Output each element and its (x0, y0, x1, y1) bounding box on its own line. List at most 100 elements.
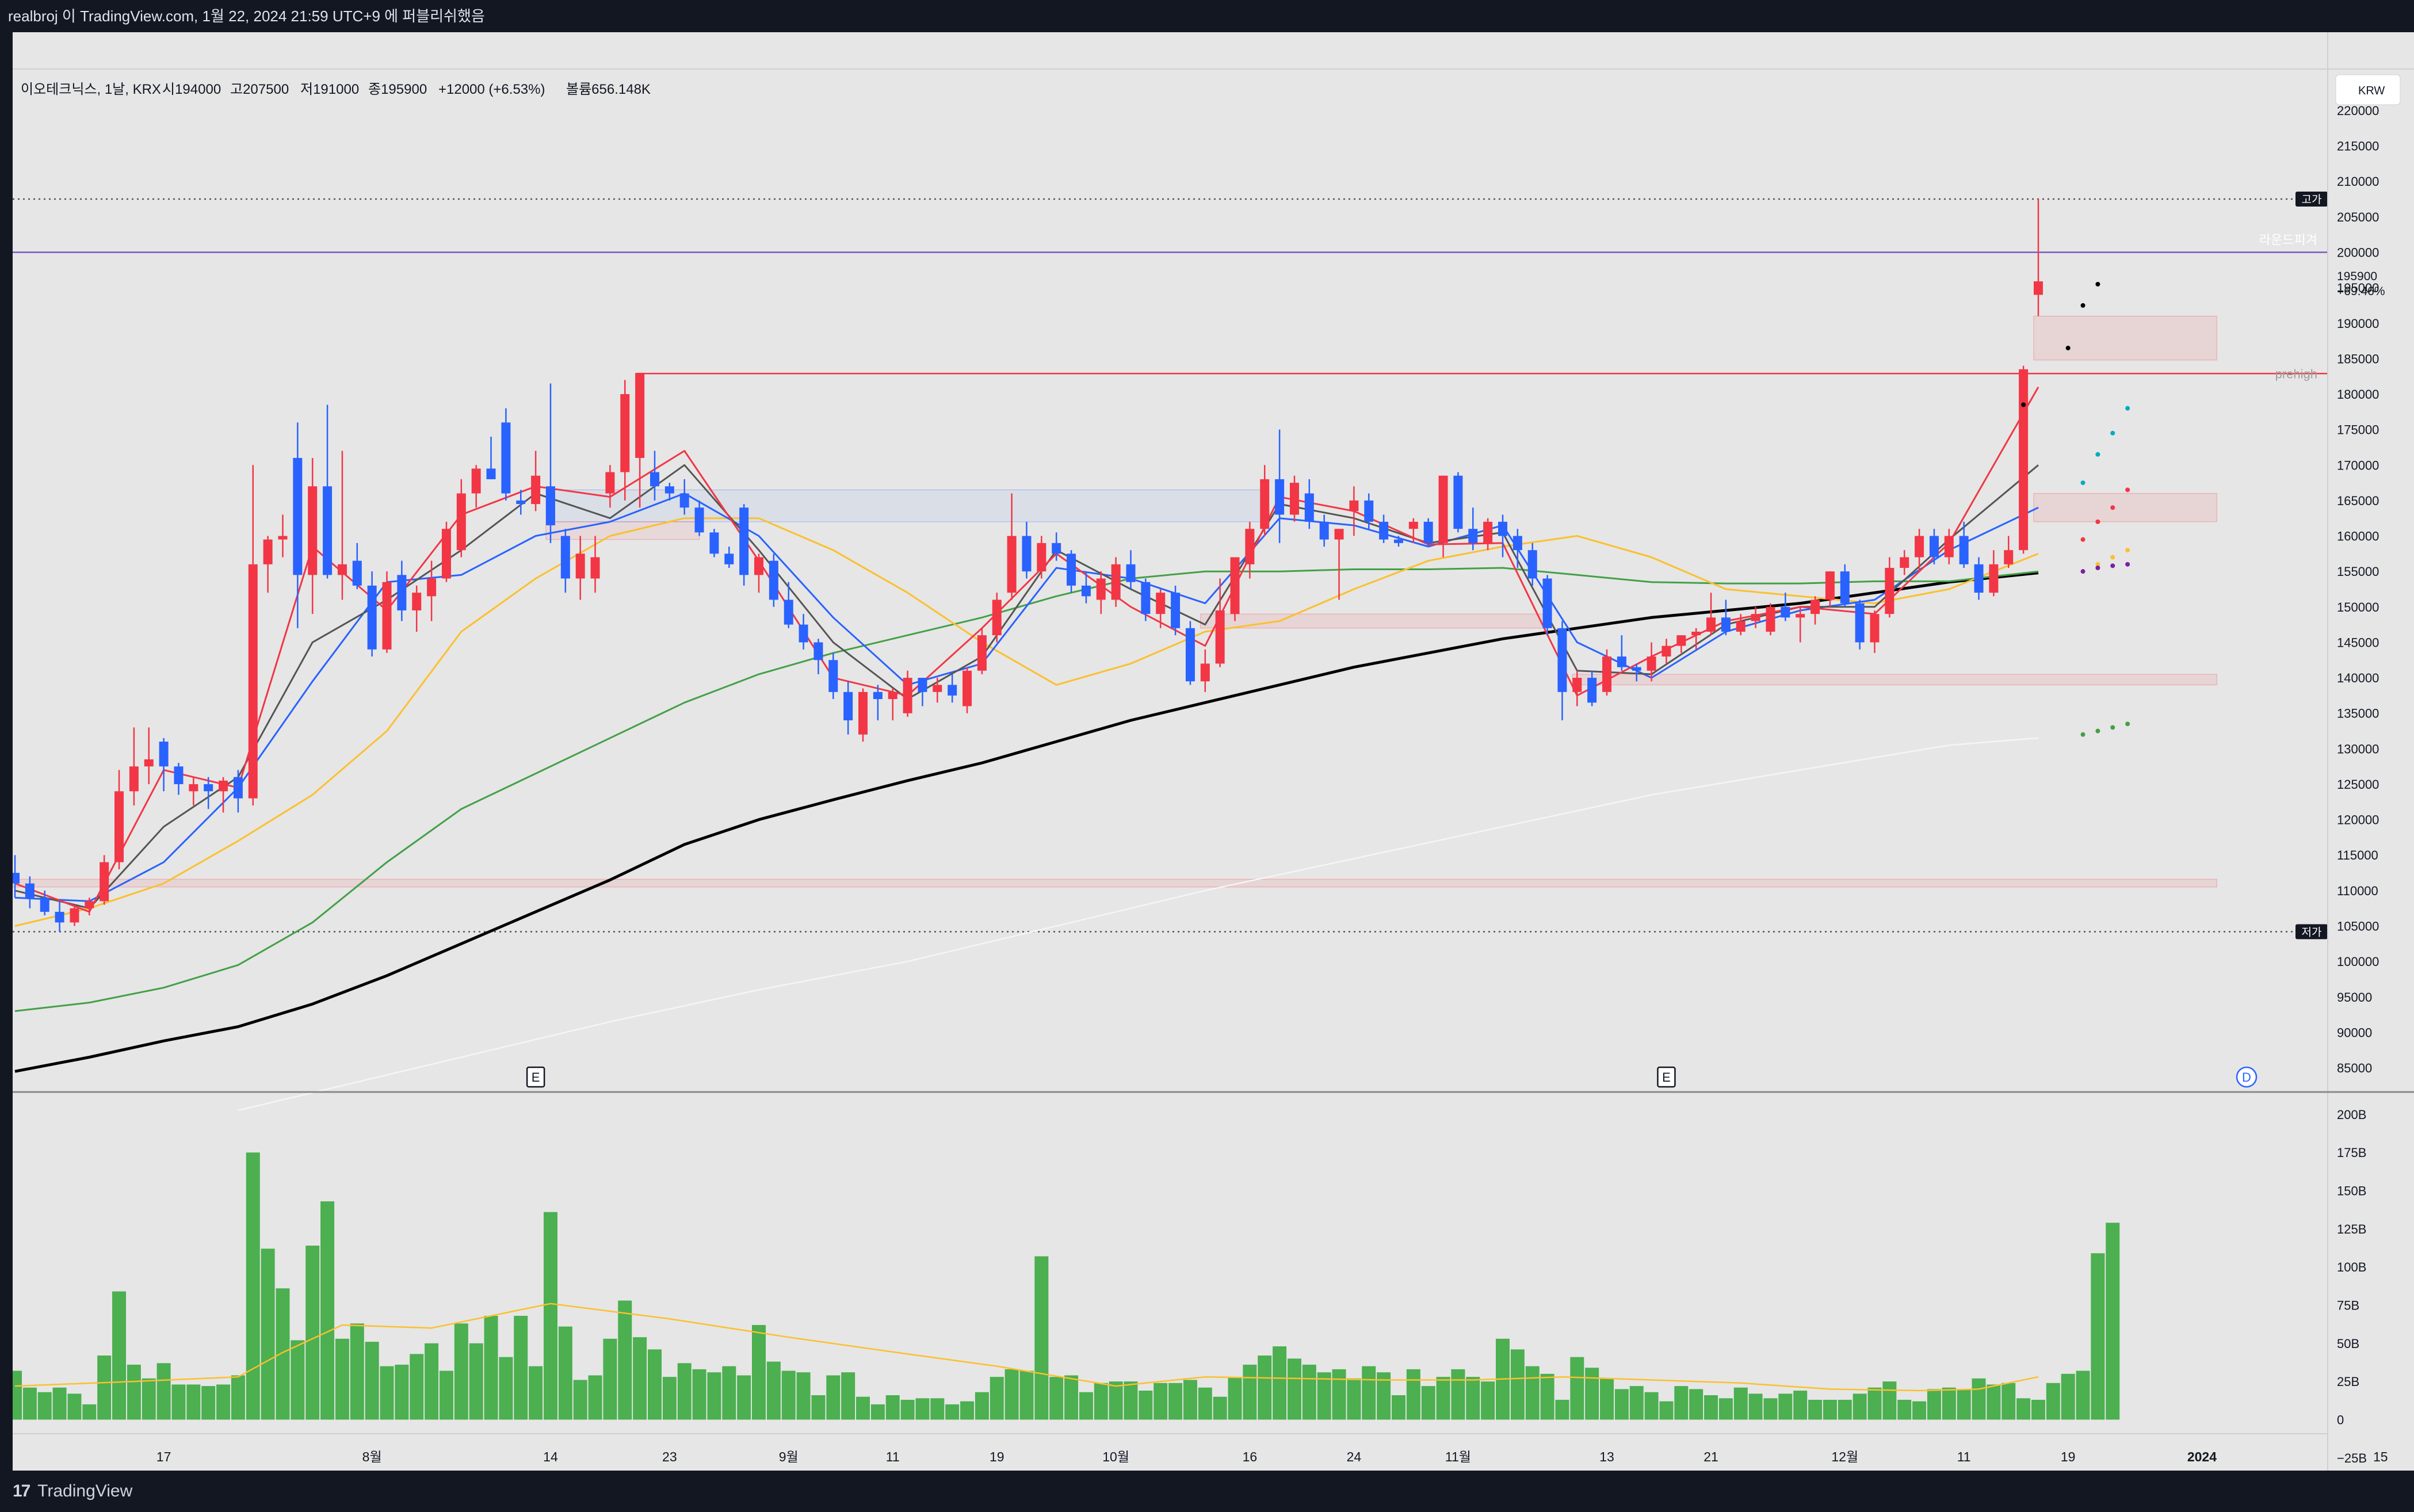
projection-dot (2110, 430, 2115, 436)
time-tick-label: 16 (1243, 1449, 1258, 1464)
projection-dot (2110, 505, 2115, 510)
candle-body (1661, 646, 1671, 657)
legend-close: 종195900 (368, 82, 427, 97)
volume-bar (1718, 1398, 1733, 1420)
volume-bar (1778, 1393, 1793, 1420)
volume-bar (2046, 1383, 2060, 1420)
volume-bar (499, 1357, 513, 1420)
volume-bar (796, 1372, 811, 1420)
volume-bar (1481, 1381, 1495, 1420)
currency-button-bg[interactable] (2335, 74, 2401, 105)
candle-body (799, 624, 808, 643)
volume-bar (1867, 1387, 1882, 1420)
candle-body (1393, 539, 1403, 543)
volume-bar (811, 1395, 826, 1420)
volume-bar (1347, 1378, 1361, 1420)
volume-bar (469, 1343, 483, 1420)
candle-body (1915, 536, 1924, 558)
time-tick-label: 12월 (1831, 1449, 1858, 1464)
price-tick-label: 155000 (2337, 564, 2379, 579)
volume-bar (1733, 1387, 1748, 1420)
volume-bar (529, 1366, 543, 1420)
candle-body (1855, 603, 1865, 643)
volume-bar (1183, 1380, 1197, 1420)
candle-body (948, 685, 957, 696)
price-tick-label: 145000 (2337, 635, 2379, 650)
earnings-marker (526, 1066, 545, 1088)
candlesticks (10, 199, 2043, 932)
candle-body (933, 685, 942, 692)
price-tick-label: 100000 (2337, 954, 2379, 969)
volume-bar (1004, 1369, 1019, 1420)
volume-bar (1838, 1399, 1852, 1420)
candle-body (843, 692, 853, 721)
ma-line (14, 517, 2039, 927)
volume-bar (127, 1364, 141, 1420)
price-scale-bg (2328, 32, 2414, 1471)
candle-body (903, 678, 912, 713)
candle-body (1632, 667, 1641, 671)
price-tick-label: 95000 (2337, 990, 2372, 1005)
volume-bar (1139, 1391, 1153, 1420)
projection-dot (2080, 732, 2085, 737)
volume-bar (37, 1392, 52, 1420)
volume-tick-label: 75B (2337, 1298, 2359, 1312)
volume-bar (112, 1291, 127, 1420)
volume-bar (1972, 1378, 1986, 1420)
volume-bar (1510, 1349, 1525, 1420)
volume-bar (603, 1338, 617, 1420)
candle-body (1141, 582, 1151, 614)
projection-dot (2065, 345, 2071, 350)
price-tick-label: 125000 (2337, 777, 2379, 792)
volume-bar (975, 1392, 989, 1420)
candle-body (204, 784, 213, 792)
volume-bar (633, 1337, 647, 1420)
volume-bar (261, 1248, 275, 1420)
volume-bar (439, 1370, 453, 1420)
volume-bar (1198, 1387, 1212, 1420)
volume-bar (558, 1326, 572, 1420)
candle-body (1825, 571, 1835, 600)
candle-body (590, 557, 600, 579)
volume-bar (870, 1404, 885, 1420)
time-tick-label: 21 (1703, 1449, 1718, 1464)
volume-bar (1406, 1369, 1420, 1420)
candle-body (70, 908, 79, 923)
candle-body (1870, 614, 1880, 643)
candle-body (1557, 628, 1567, 692)
candle-body (1423, 521, 1433, 543)
projection-dot (2125, 487, 2130, 492)
currency-label[interactable]: KRW (2358, 85, 2385, 97)
currency-button[interactable]: KRW (2335, 74, 2401, 105)
volume-bar (1897, 1399, 1912, 1420)
volume-bar (410, 1354, 424, 1420)
last-price-change: +69.46% (2337, 285, 2385, 298)
volume-bar (1823, 1399, 1837, 1420)
volume-bar (1094, 1383, 1108, 1420)
price-tick-label: 160000 (2337, 529, 2379, 544)
time-tick-label: 10월 (1102, 1449, 1129, 1464)
volume-bar (1644, 1392, 1659, 1420)
volume-bar (1436, 1377, 1450, 1420)
volume-bar (2061, 1373, 2075, 1420)
volume-bar (960, 1401, 975, 1420)
volume-bar (514, 1316, 528, 1420)
candle-body (367, 585, 377, 650)
candle-body (1304, 493, 1314, 522)
volume-bar (1585, 1368, 1599, 1420)
candle-body (233, 777, 243, 799)
volume-bar (1882, 1381, 1897, 1420)
price-tick-label: 105000 (2337, 919, 2379, 933)
price-tick-label: 165000 (2337, 494, 2379, 508)
volume-bar (2016, 1398, 2031, 1420)
time-tick-label: 15 (2373, 1449, 2388, 1464)
volume-bar (305, 1246, 320, 1420)
tradingview-brand[interactable]: TradingView (37, 1482, 133, 1500)
candle-body (1126, 564, 1136, 582)
volume-tick-label: 150B (2337, 1183, 2366, 1198)
volume-bar (677, 1363, 692, 1420)
candle-body (739, 507, 749, 575)
time-tick-label: 11 (1957, 1449, 1971, 1464)
projection-dot (2095, 562, 2100, 567)
